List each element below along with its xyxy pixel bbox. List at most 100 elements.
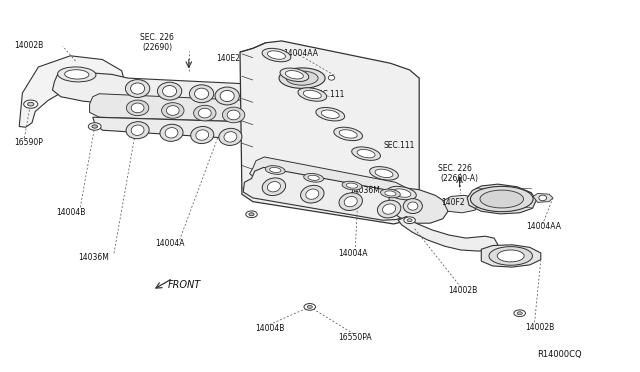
Ellipse shape [385, 191, 396, 196]
Ellipse shape [223, 107, 244, 123]
Polygon shape [276, 66, 326, 90]
Polygon shape [324, 74, 339, 82]
Ellipse shape [306, 189, 319, 199]
Ellipse shape [220, 90, 234, 102]
Ellipse shape [304, 304, 316, 310]
Polygon shape [90, 94, 272, 122]
Ellipse shape [407, 219, 412, 222]
Ellipse shape [65, 70, 89, 79]
Ellipse shape [321, 110, 339, 118]
Ellipse shape [304, 173, 323, 182]
Ellipse shape [166, 106, 179, 115]
Ellipse shape [126, 122, 149, 139]
Ellipse shape [198, 108, 211, 118]
Polygon shape [93, 117, 269, 140]
Ellipse shape [301, 185, 324, 203]
Ellipse shape [370, 167, 398, 180]
Ellipse shape [268, 51, 285, 59]
Ellipse shape [316, 108, 344, 121]
Ellipse shape [408, 202, 418, 210]
Text: 16590P: 16590P [14, 138, 43, 147]
Ellipse shape [127, 100, 148, 116]
Text: 14036M: 14036M [78, 253, 109, 262]
Text: FRONT: FRONT [168, 280, 201, 289]
Ellipse shape [224, 132, 237, 142]
Ellipse shape [307, 305, 312, 308]
Ellipse shape [131, 83, 145, 94]
Ellipse shape [404, 217, 415, 224]
Text: 14004AA: 14004AA [283, 49, 318, 58]
Text: 14004A: 14004A [155, 239, 184, 248]
Ellipse shape [189, 85, 214, 103]
Ellipse shape [517, 312, 522, 315]
Ellipse shape [381, 189, 400, 198]
Polygon shape [250, 84, 294, 97]
Ellipse shape [196, 130, 209, 140]
Text: 140E2: 140E2 [216, 54, 241, 63]
Polygon shape [19, 56, 125, 127]
Text: SEC. 226: SEC. 226 [140, 33, 173, 42]
Text: 14004AA: 14004AA [526, 222, 561, 231]
Ellipse shape [246, 211, 257, 218]
Text: (22690-A): (22690-A) [440, 174, 478, 183]
Ellipse shape [328, 75, 335, 80]
Ellipse shape [266, 166, 285, 174]
Ellipse shape [346, 183, 358, 188]
Ellipse shape [539, 195, 547, 201]
Ellipse shape [489, 247, 532, 265]
Ellipse shape [514, 310, 525, 317]
Polygon shape [389, 188, 448, 223]
Ellipse shape [162, 103, 184, 118]
Ellipse shape [163, 86, 177, 97]
Ellipse shape [262, 48, 291, 62]
Text: 140F2: 140F2 [442, 198, 465, 207]
Ellipse shape [165, 128, 178, 138]
Ellipse shape [125, 80, 150, 97]
Ellipse shape [298, 88, 326, 101]
Ellipse shape [279, 68, 325, 89]
Text: 14002B: 14002B [448, 286, 477, 295]
Text: R14000CQ: R14000CQ [538, 350, 582, 359]
Ellipse shape [334, 127, 362, 141]
Text: SEC.111: SEC.111 [314, 90, 345, 99]
Text: 14002B: 14002B [525, 323, 554, 332]
Polygon shape [240, 41, 419, 224]
Polygon shape [52, 71, 269, 108]
Text: SEC.111: SEC.111 [384, 141, 415, 150]
Ellipse shape [303, 90, 321, 99]
Ellipse shape [191, 126, 214, 144]
Ellipse shape [24, 100, 38, 108]
Ellipse shape [383, 204, 396, 214]
Text: SEC. 226: SEC. 226 [438, 164, 472, 173]
Ellipse shape [339, 130, 357, 138]
Polygon shape [250, 157, 410, 203]
Ellipse shape [28, 102, 34, 106]
Ellipse shape [308, 175, 319, 180]
Ellipse shape [227, 110, 240, 120]
Ellipse shape [88, 123, 101, 130]
Ellipse shape [497, 250, 524, 262]
Ellipse shape [268, 182, 280, 192]
Ellipse shape [388, 186, 416, 200]
Ellipse shape [403, 199, 422, 214]
Ellipse shape [157, 82, 182, 100]
Ellipse shape [262, 178, 285, 196]
Ellipse shape [470, 186, 533, 212]
Text: 14004A: 14004A [338, 249, 367, 258]
Ellipse shape [215, 87, 239, 105]
Text: (22690): (22690) [142, 43, 172, 52]
Ellipse shape [92, 125, 97, 128]
Ellipse shape [219, 128, 242, 145]
Ellipse shape [342, 181, 362, 190]
Ellipse shape [131, 103, 144, 113]
Ellipse shape [194, 105, 216, 121]
Ellipse shape [352, 147, 380, 160]
Polygon shape [467, 184, 536, 214]
Ellipse shape [269, 167, 281, 173]
Text: 14004B: 14004B [56, 208, 86, 217]
Ellipse shape [58, 67, 96, 82]
Text: 14004B: 14004B [255, 324, 284, 333]
Ellipse shape [285, 71, 303, 79]
Polygon shape [443, 195, 480, 213]
Text: 14036M: 14036M [349, 186, 380, 195]
